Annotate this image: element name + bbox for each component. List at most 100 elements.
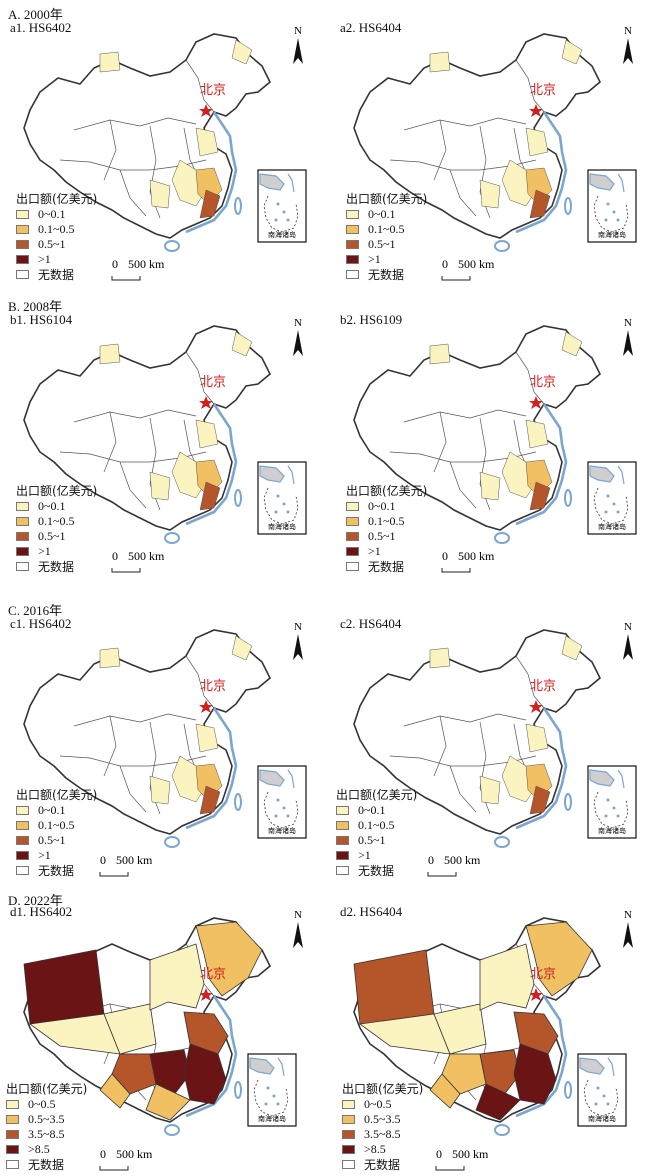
- legend-title: 出口额(亿美元): [346, 192, 428, 206]
- legend-label: 无数据: [38, 864, 75, 878]
- legend-item: 无数据: [346, 267, 427, 282]
- legend-label: 0~0.5: [364, 1097, 392, 1111]
- legend-label: 0.5~3.5: [28, 1112, 65, 1126]
- legend-item: 0~0.1: [346, 207, 427, 222]
- legend-item: 0~0.5: [342, 1097, 423, 1112]
- map-panel-d1: d1. HS6402 北京 南海诸岛 出口额(亿美元) 0~0.5 0.5~3.…: [0, 904, 318, 1176]
- legend-item: 无数据: [16, 559, 97, 574]
- legend: 出口额(亿美元) 0~0.5 0.5~3.5 3.5~8.5 >8.5 无数据: [342, 1080, 423, 1172]
- legend-swatch: [336, 851, 349, 860]
- legend-item: 0.5~1: [346, 237, 427, 252]
- china-map: 北京 南海诸岛: [0, 317, 307, 584]
- legend-label: 0.1~0.5: [38, 222, 75, 236]
- legend-label: 无数据: [38, 560, 75, 574]
- legend-item: 无数据: [336, 863, 417, 878]
- legend-swatch: [6, 1145, 19, 1154]
- legend-item: 无数据: [342, 1157, 423, 1172]
- legend-swatch: [342, 1145, 355, 1154]
- panel-title: d2. HS6404: [340, 904, 403, 919]
- legend-item: 0.1~0.5: [346, 514, 427, 529]
- north-arrow-icon: [293, 317, 303, 356]
- inset-label: 南海诸岛: [268, 522, 296, 531]
- legend-label: 0~0.1: [358, 803, 386, 817]
- legend-item: 0.1~0.5: [16, 514, 97, 529]
- legend-swatch: [346, 502, 359, 511]
- legend-swatch: [16, 240, 29, 249]
- legend-item: 无数据: [16, 267, 97, 282]
- capital-label: 北京: [530, 679, 556, 694]
- legend-label: 0~0.1: [38, 207, 66, 221]
- legend-label: 0.1~0.5: [358, 818, 395, 832]
- capital-label: 北京: [530, 967, 556, 982]
- panel-title: a1. HS6402: [10, 20, 72, 35]
- map-panel-b1: b1. HS6104 北京 南海诸岛 出口额(亿美元) 0~0.1 0.1~0.…: [0, 312, 318, 584]
- legend-label: 0.5~1: [38, 833, 66, 847]
- legend-label: 0~0.1: [368, 207, 396, 221]
- china-map: 北京 南海诸岛: [0, 909, 303, 1176]
- section-label-2022: D. 2022年: [8, 893, 63, 908]
- legend-swatch: [336, 836, 349, 845]
- north-arrow-icon: [623, 621, 633, 660]
- legend-swatch: [16, 255, 29, 264]
- legend-label: 0.5~1: [38, 237, 66, 251]
- legend-item: >1: [16, 252, 97, 267]
- legend-title: 出口额(亿美元): [336, 788, 418, 802]
- china-map: 北京 南海诸岛: [330, 621, 637, 888]
- legend-label: 无数据: [364, 1158, 401, 1172]
- legend-item: 0.5~1: [336, 833, 417, 848]
- north-arrow-icon: [293, 621, 303, 660]
- section-label-2000: A. 2000年: [8, 7, 63, 22]
- legend-item: 0~0.1: [16, 207, 97, 222]
- legend-swatch: [346, 270, 359, 279]
- legend-swatch: [342, 1115, 355, 1124]
- legend-item: 0.1~0.5: [16, 818, 97, 833]
- legend-item: >1: [346, 252, 427, 267]
- panel-title: d1. HS6402: [10, 904, 73, 919]
- legend-label: 无数据: [368, 560, 405, 574]
- legend-swatch: [16, 502, 29, 511]
- legend-item: >1: [336, 848, 417, 863]
- china-map: 北京 南海诸岛: [330, 909, 633, 1176]
- legend-label: >1: [38, 252, 51, 266]
- section-label-2016: C. 2016年: [8, 603, 63, 618]
- legend: 出口额(亿美元) 0~0.1 0.1~0.5 0.5~1 >1 无数据: [16, 786, 97, 878]
- north-arrow-icon: [623, 317, 633, 356]
- north-arrow-icon: [293, 25, 303, 64]
- legend-label: 0~0.1: [38, 803, 66, 817]
- legend-item: 0.1~0.5: [336, 818, 417, 833]
- inset-label: 南海诸岛: [598, 522, 626, 531]
- map-panel-a1: a1. HS6402 北京 南海诸岛 出口额(亿美元) 0~0.1 0.1~0.…: [0, 20, 318, 292]
- legend-label: 0~0.1: [38, 499, 66, 513]
- legend: 出口额(亿美元) 0~0.1 0.1~0.5 0.5~1 >1 无数据: [16, 482, 97, 574]
- legend-item: >1: [346, 544, 427, 559]
- legend-swatch: [16, 821, 29, 830]
- legend-swatch: [346, 210, 359, 219]
- legend-swatch: [16, 562, 29, 571]
- legend-swatch: [346, 562, 359, 571]
- legend-swatch: [336, 866, 349, 875]
- legend: 出口额(亿美元) 0~0.1 0.1~0.5 0.5~1 >1 无数据: [346, 482, 427, 574]
- legend-item: >1: [16, 848, 97, 863]
- legend-swatch: [16, 851, 29, 860]
- panel-title: c1. HS6402: [10, 616, 72, 631]
- legend-label: 3.5~8.5: [364, 1127, 401, 1141]
- legend-swatch: [16, 532, 29, 541]
- legend-item: 0~0.1: [16, 499, 97, 514]
- capital-label: 北京: [200, 967, 226, 982]
- panel-title: b2. HS6109: [340, 312, 403, 327]
- legend: 出口额(亿美元) 0~0.1 0.1~0.5 0.5~1 >1 无数据: [16, 190, 97, 282]
- china-map: 北京 南海诸岛: [0, 25, 307, 292]
- legend-swatch: [336, 806, 349, 815]
- legend-title: 出口额(亿美元): [16, 788, 98, 802]
- legend-item: 3.5~8.5: [6, 1127, 87, 1142]
- north-arrow-icon: [293, 909, 303, 948]
- inset-label: 南海诸岛: [598, 230, 626, 239]
- legend-item: 0.5~1: [16, 833, 97, 848]
- capital-label: 北京: [530, 83, 556, 98]
- legend-label: >1: [368, 544, 381, 558]
- legend-label: 无数据: [358, 864, 395, 878]
- legend-swatch: [336, 821, 349, 830]
- legend-item: >8.5: [342, 1142, 423, 1157]
- legend-label: 3.5~8.5: [28, 1127, 65, 1141]
- legend-item: 0.5~3.5: [6, 1112, 87, 1127]
